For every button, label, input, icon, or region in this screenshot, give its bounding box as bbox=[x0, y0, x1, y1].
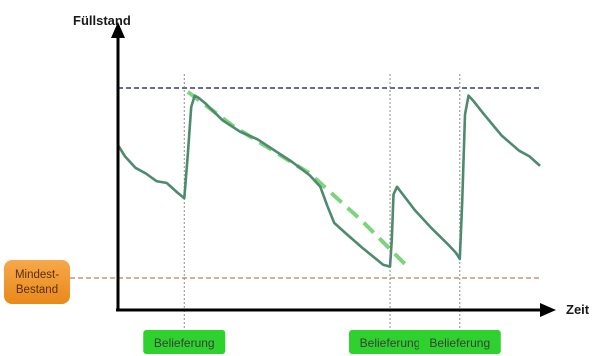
delivery-label: Belieferung bbox=[154, 336, 215, 350]
delivery-badge: Belieferung bbox=[143, 330, 226, 354]
delivery-badge: Belieferung bbox=[418, 330, 501, 354]
min-stock-badge: Mindest- Bestand bbox=[4, 260, 70, 304]
delivery-badge: Belieferung bbox=[349, 330, 432, 354]
stock-level-line bbox=[116, 94, 541, 268]
delivery-badge-bg bbox=[418, 330, 501, 354]
min-stock-badge-bg bbox=[4, 260, 70, 304]
delivery-badges: Belieferung Belieferung Belieferung bbox=[143, 330, 501, 354]
y-axis-arrow bbox=[111, 22, 125, 38]
delivery-badge-bg bbox=[349, 330, 432, 354]
delivery-badge-bg bbox=[143, 330, 226, 354]
delivery-label: Belieferung bbox=[360, 336, 421, 350]
min-stock-label-line2: Bestand bbox=[16, 284, 58, 296]
y-axis-label: Füllstand bbox=[73, 13, 131, 28]
delivery-label: Belieferung bbox=[429, 336, 490, 350]
x-axis-arrow bbox=[540, 303, 556, 317]
min-stock-label-line1: Mindest- bbox=[15, 269, 59, 281]
x-axis-label: Zeit bbox=[566, 302, 590, 317]
delivery-lines bbox=[183, 74, 461, 328]
